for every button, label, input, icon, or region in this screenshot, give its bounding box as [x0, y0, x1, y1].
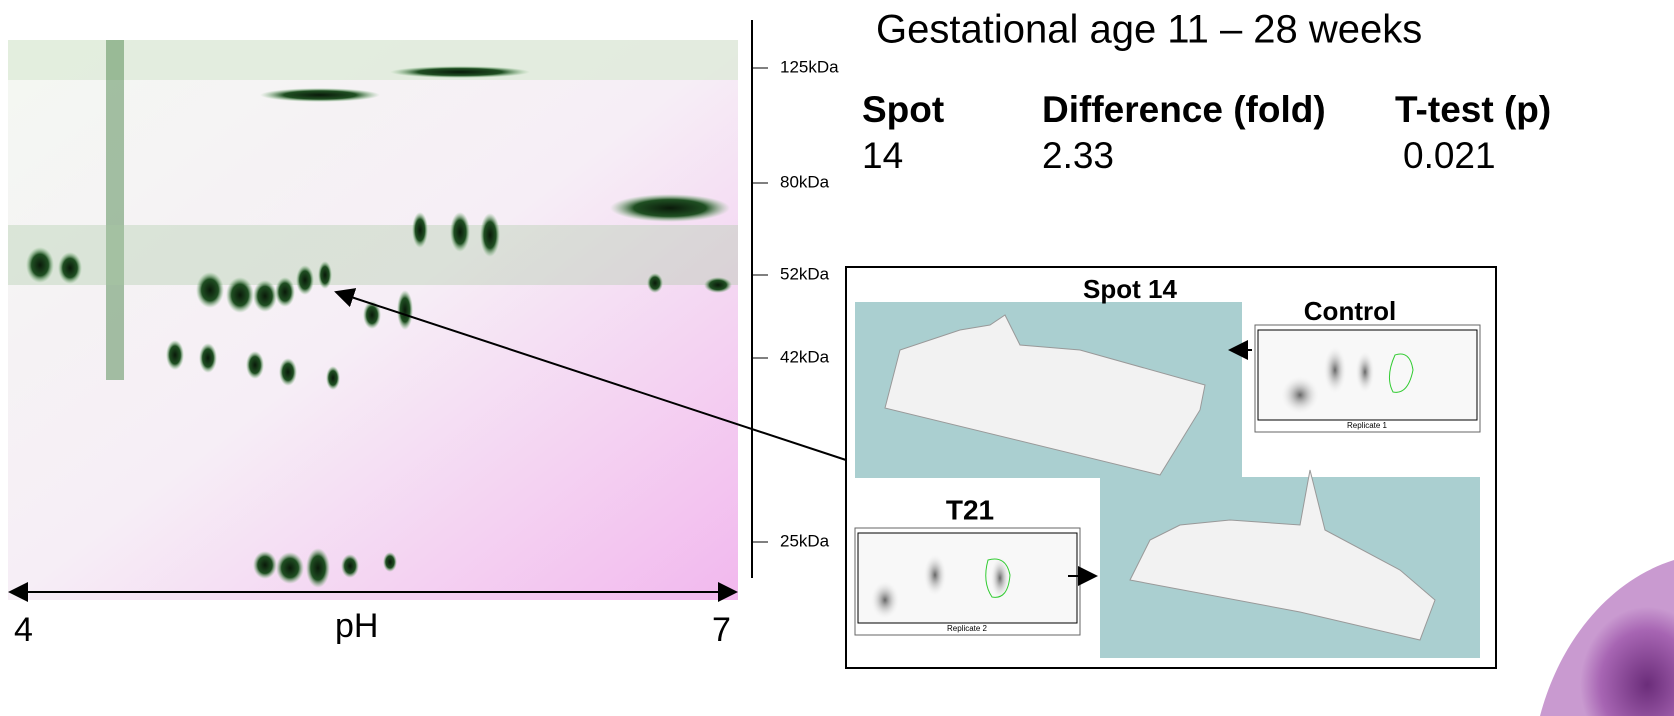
gel-image	[8, 40, 738, 600]
column-header: Spot	[862, 89, 944, 130]
table-cell: 14	[862, 135, 903, 176]
mw-label: 42kDa	[780, 347, 830, 366]
inset: Spot 14 Control Replicate 1 T21 Replicat…	[845, 266, 1497, 669]
column-header: T-test (p)	[1395, 89, 1551, 130]
inset-title: Spot 14	[1083, 274, 1177, 304]
pointer-arrow	[334, 288, 847, 461]
control-label: Control	[1304, 296, 1396, 326]
ph-label: pH	[335, 607, 378, 645]
decoration	[1540, 560, 1674, 716]
stats-table: Spot Difference (fold) T-test (p) 14 2.3…	[862, 89, 1551, 176]
table-cell: 2.33	[1042, 135, 1114, 176]
ph-right: 7	[712, 611, 731, 649]
mw-label: 25kDa	[780, 531, 830, 550]
table-cell: 0.021	[1403, 135, 1496, 176]
mw-label: 52kDa	[780, 264, 830, 283]
column-header: Difference (fold)	[1042, 89, 1326, 130]
mw-label: 125kDa	[780, 57, 839, 76]
title: Gestational age 11 – 28 weeks	[876, 8, 1422, 52]
control-caption: Replicate 1	[1347, 421, 1388, 430]
ph-axis: 4 pH 7	[8, 582, 738, 649]
ph-left: 4	[14, 611, 33, 649]
t21-caption: Replicate 2	[947, 624, 988, 633]
mw-label: 80kDa	[780, 172, 830, 191]
t21-label: T21	[946, 494, 994, 525]
mw-scale: 125kDa 80kDa 52kDa 42kDa 25kDa	[751, 20, 839, 578]
